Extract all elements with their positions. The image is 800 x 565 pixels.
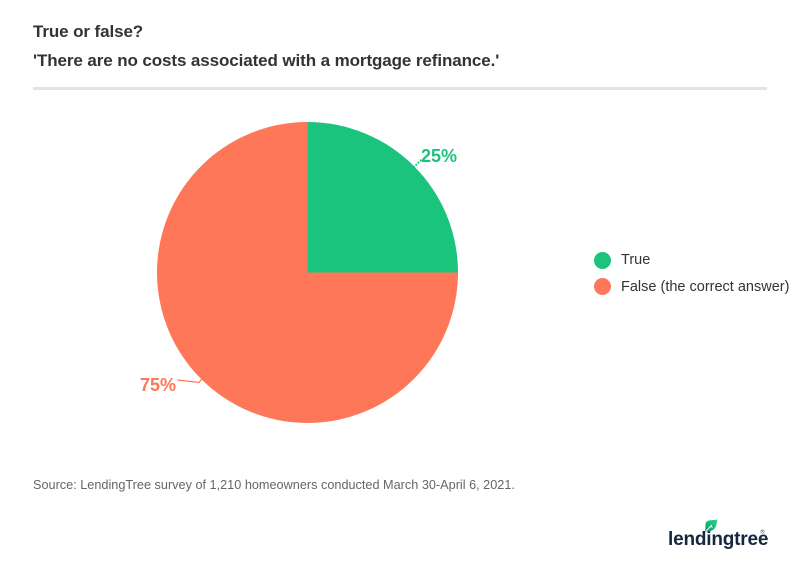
svg-text:25%: 25% xyxy=(421,146,457,166)
svg-text:lendingtree: lendingtree xyxy=(668,529,768,550)
svg-text:®: ® xyxy=(761,529,765,536)
svg-text:75%: 75% xyxy=(140,375,176,395)
